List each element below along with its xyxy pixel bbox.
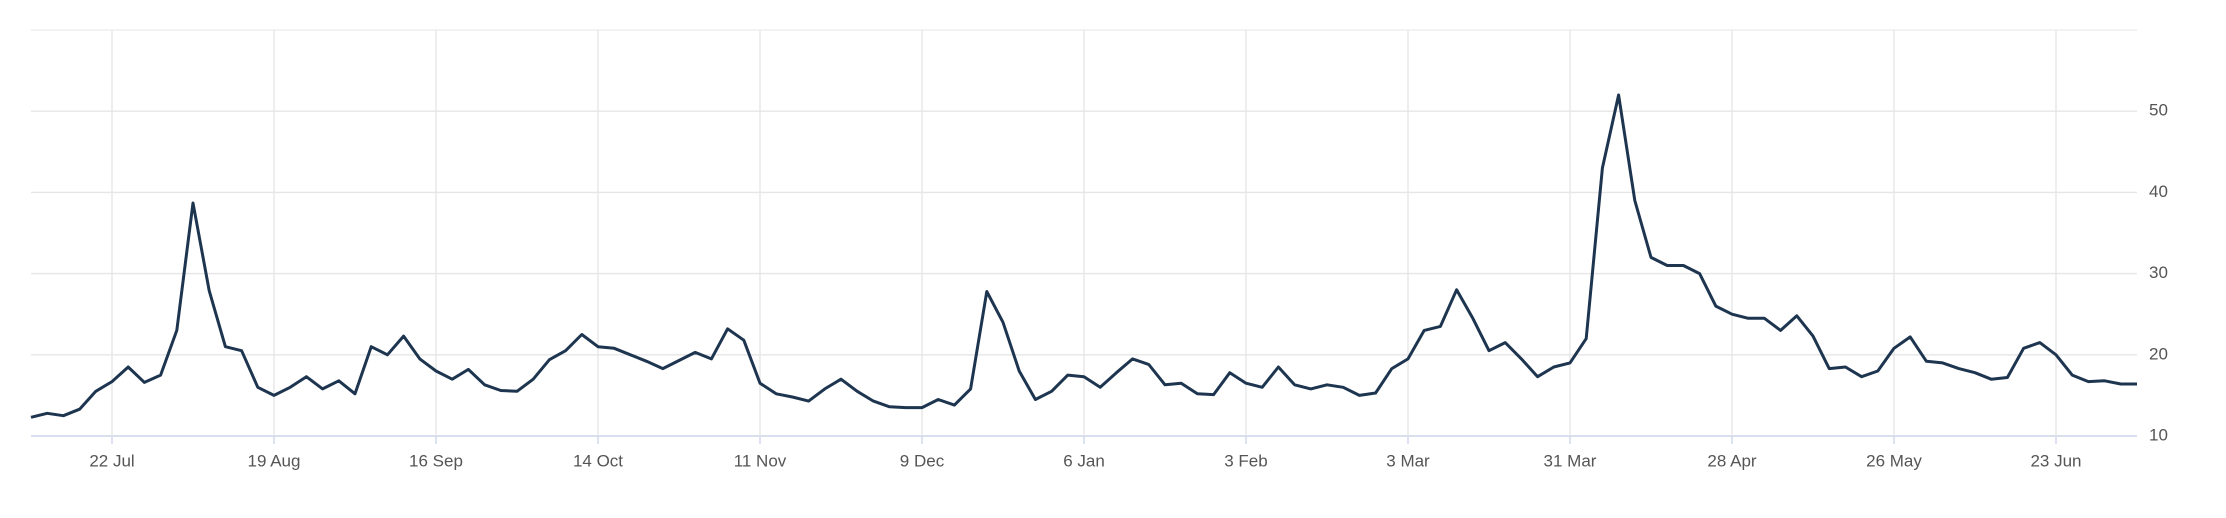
- series-line: [30, 93, 2137, 419]
- y-tick-label: 20: [2149, 344, 2168, 363]
- x-tick-label: 9 Dec: [900, 451, 945, 470]
- x-tick-label: 6 Jan: [1063, 451, 1105, 470]
- y-tick-label: 40: [2149, 182, 2168, 201]
- x-tick-label: 11 Nov: [734, 451, 787, 470]
- x-tick-label: 3 Mar: [1386, 451, 1430, 470]
- x-tick-label: 22 Jul: [89, 451, 134, 470]
- y-tick-label: 50: [2149, 101, 2168, 120]
- x-tick-label: 14 Oct: [573, 451, 623, 470]
- y-tick-label: 30: [2149, 263, 2168, 282]
- x-tick-label: 23 Jun: [2030, 451, 2081, 470]
- x-tick-label: 19 Aug: [248, 451, 301, 470]
- x-tick-label: 28 Apr: [1707, 451, 1756, 470]
- x-tick-label: 26 May: [1866, 451, 1922, 470]
- x-tick-label: 16 Sep: [409, 451, 463, 470]
- y-tick-label: 10: [2149, 425, 2168, 444]
- x-tick-label: 3 Feb: [1224, 451, 1267, 470]
- x-tick-label: 31 Mar: [1544, 451, 1597, 470]
